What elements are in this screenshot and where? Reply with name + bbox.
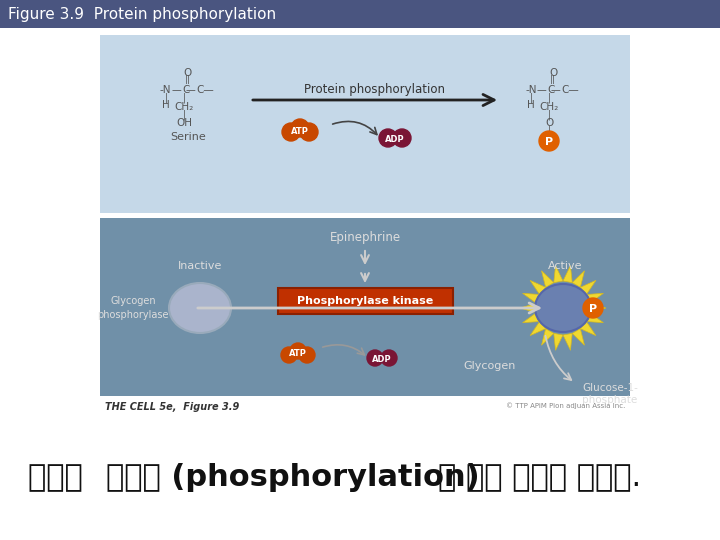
Text: Glycogen
phosphorylase: Glycogen phosphorylase (97, 296, 168, 320)
Text: Protein phosphorylation: Protein phosphorylation (305, 84, 446, 97)
Circle shape (583, 298, 603, 318)
FancyBboxPatch shape (278, 288, 453, 314)
Text: C—: C— (196, 85, 214, 95)
Polygon shape (530, 321, 546, 336)
Text: |: | (182, 93, 186, 103)
Text: C—: C— (561, 85, 579, 95)
Text: -N: -N (525, 85, 536, 95)
FancyBboxPatch shape (100, 35, 630, 213)
Text: O: O (184, 68, 192, 78)
Circle shape (381, 350, 397, 366)
Text: CH₂: CH₂ (174, 102, 194, 112)
Text: C: C (547, 85, 554, 95)
Text: Epinephrine: Epinephrine (330, 232, 400, 245)
Polygon shape (580, 280, 596, 294)
Polygon shape (554, 333, 563, 350)
Circle shape (281, 347, 297, 363)
Circle shape (393, 129, 411, 147)
Text: Phosphorylase kinase: Phosphorylase kinase (297, 296, 433, 306)
Text: —: — (185, 85, 195, 95)
Text: ADP: ADP (385, 134, 405, 144)
Text: Figure 3.9  Protein phosphorylation: Figure 3.9 Protein phosphorylation (8, 6, 276, 22)
Text: —: — (550, 85, 560, 95)
Circle shape (300, 123, 318, 141)
Polygon shape (520, 303, 536, 313)
Text: C: C (182, 85, 189, 95)
Polygon shape (586, 293, 603, 303)
Polygon shape (590, 303, 606, 313)
Text: 인산화 (phosphorylation): 인산화 (phosphorylation) (106, 463, 480, 492)
Text: H: H (162, 100, 170, 110)
Text: OH: OH (176, 118, 192, 128)
Text: Serine: Serine (170, 132, 206, 142)
Circle shape (282, 123, 300, 141)
Polygon shape (572, 329, 585, 345)
Text: |: | (164, 93, 168, 103)
Circle shape (291, 119, 309, 137)
Circle shape (379, 129, 397, 147)
Text: |: | (547, 110, 551, 120)
Text: |: | (547, 126, 551, 136)
Text: |: | (529, 93, 533, 103)
Circle shape (539, 131, 559, 151)
Ellipse shape (169, 283, 231, 333)
Text: |: | (547, 93, 551, 103)
Text: -N: -N (160, 85, 171, 95)
Polygon shape (580, 321, 596, 336)
Text: Glucose-1-
phosphate: Glucose-1- phosphate (582, 383, 638, 406)
Text: CH₂: CH₂ (539, 102, 559, 112)
FancyBboxPatch shape (0, 0, 720, 28)
Polygon shape (541, 271, 554, 287)
Polygon shape (563, 333, 572, 350)
Polygon shape (523, 293, 539, 303)
Text: ||: || (550, 76, 556, 84)
Text: O: O (545, 118, 553, 128)
Text: Inactive: Inactive (178, 261, 222, 271)
Polygon shape (541, 329, 554, 345)
FancyBboxPatch shape (100, 218, 630, 396)
Text: Glycogen: Glycogen (464, 361, 516, 371)
Text: ||: || (185, 76, 191, 84)
Text: P: P (545, 137, 553, 147)
Polygon shape (572, 271, 585, 287)
Text: —: — (536, 85, 546, 95)
Text: ATP: ATP (291, 126, 309, 136)
Ellipse shape (535, 284, 591, 332)
Text: |: | (182, 110, 186, 120)
Text: O: O (549, 68, 557, 78)
Circle shape (290, 343, 306, 359)
Text: H: H (527, 100, 535, 110)
Polygon shape (563, 266, 572, 282)
Text: 에 의해 활성이 조절됨.: 에 의해 활성이 조절됨. (438, 463, 641, 492)
Text: ADP: ADP (372, 354, 392, 363)
Polygon shape (523, 313, 539, 323)
Polygon shape (530, 280, 546, 294)
Text: ATP: ATP (289, 349, 307, 359)
Text: —: — (171, 85, 181, 95)
Circle shape (367, 350, 383, 366)
Polygon shape (586, 313, 603, 323)
Text: 효소는: 효소는 (28, 463, 92, 492)
Text: Active: Active (548, 261, 582, 271)
Polygon shape (554, 266, 563, 282)
Text: THE CELL 5e,  Figure 3.9: THE CELL 5e, Figure 3.9 (105, 402, 239, 412)
Text: P: P (589, 304, 597, 314)
Text: © TTP APiM Pion adJuan Assia Inc.: © TTP APiM Pion adJuan Assia Inc. (505, 402, 625, 409)
Circle shape (299, 347, 315, 363)
